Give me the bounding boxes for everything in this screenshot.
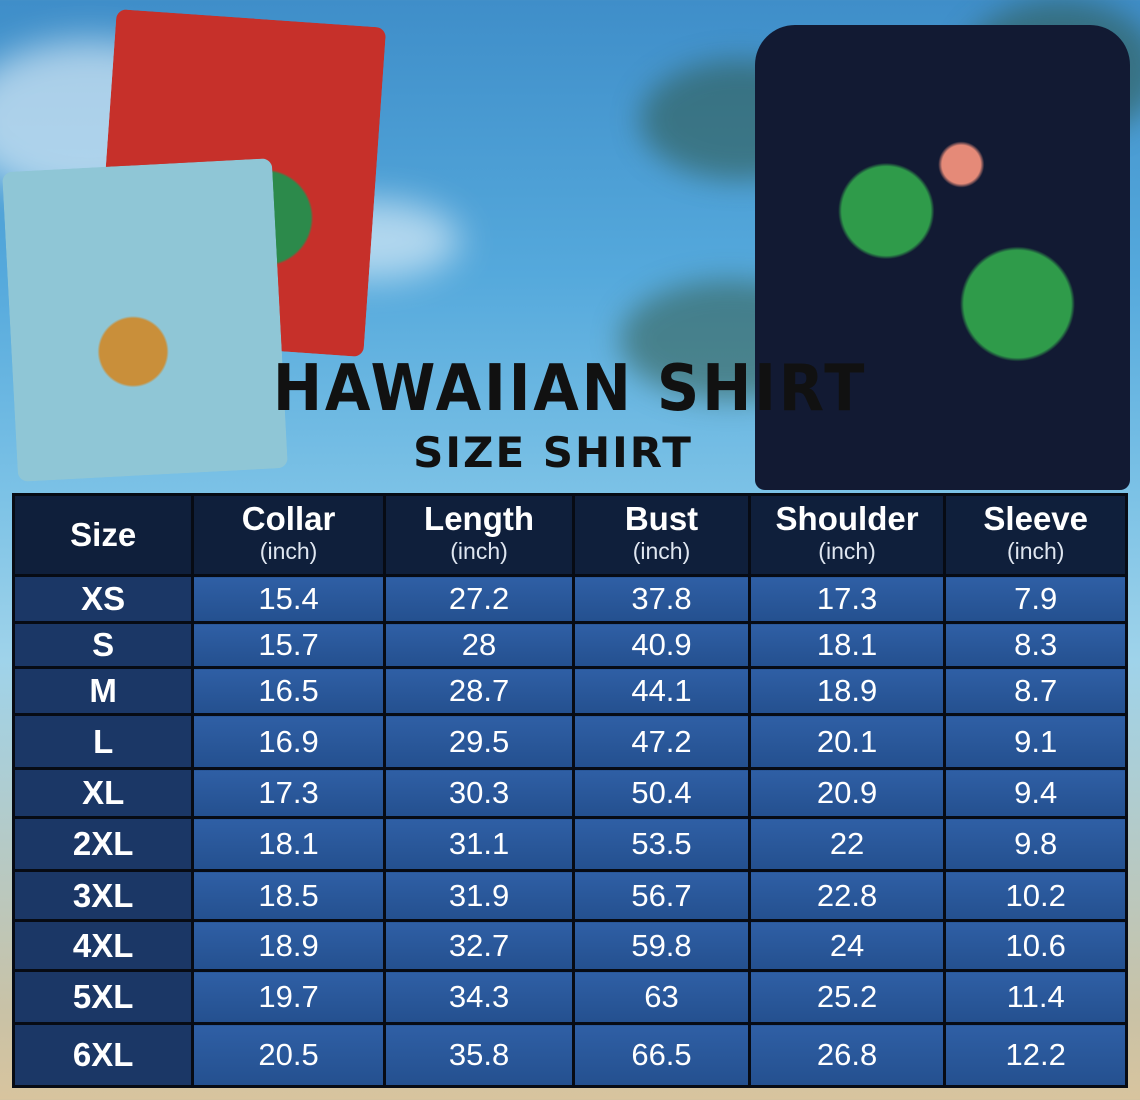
measurement-cell: 20.1 [747, 713, 947, 770]
measurement-cell: 40.9 [572, 621, 751, 669]
measurement-cell: 18.9 [191, 919, 386, 972]
header-label: Sleeve [983, 500, 1088, 537]
table-row: L 16.9 29.5 47.2 20.1 9.1 [11, 713, 1128, 770]
measurement-cell: 63 [572, 969, 751, 1025]
measurement-cell: 53.5 [572, 816, 751, 872]
measurement-cell: 16.5 [191, 666, 386, 716]
size-cell: 3XL [11, 869, 195, 922]
measurement-cell: 28 [382, 621, 576, 669]
measurement-cell: 47.2 [572, 713, 751, 770]
header-unit: (inch) [1006, 538, 1065, 564]
header-label: Size [70, 516, 137, 553]
column-header-shoulder: Shoulder (inch) [747, 493, 947, 577]
measurement-cell: 19.7 [191, 969, 386, 1025]
header-unit: (inch) [259, 538, 318, 564]
header-label: Shoulder [775, 500, 919, 537]
size-cell: XS [11, 574, 195, 624]
measurement-cell: 22 [747, 816, 947, 872]
measurement-cell: 8.3 [943, 621, 1128, 669]
model-flamingo-shirt-image [755, 25, 1130, 490]
table-row: 2XL 18.1 31.1 53.5 22 9.8 [11, 816, 1128, 872]
measurement-cell: 34.3 [382, 969, 576, 1025]
size-cell: 4XL [11, 919, 195, 972]
header-unit: (inch) [632, 538, 691, 564]
header-unit: (inch) [450, 538, 508, 564]
measurement-cell: 12.2 [943, 1022, 1128, 1088]
column-header-collar: Collar (inch) [191, 493, 386, 577]
measurement-cell: 15.7 [191, 621, 386, 669]
measurement-cell: 20.5 [191, 1022, 386, 1088]
measurement-cell: 32.7 [382, 919, 576, 972]
measurement-cell: 10.2 [943, 869, 1128, 922]
measurement-cell: 18.9 [747, 666, 947, 716]
measurement-cell: 9.1 [943, 713, 1128, 770]
measurement-cell: 8.7 [943, 666, 1128, 716]
header-label: Length [424, 500, 535, 537]
header-label: Collar [241, 500, 336, 537]
column-header-sleeve: Sleeve (inch) [943, 493, 1128, 577]
measurement-cell: 24 [747, 919, 947, 972]
measurement-cell: 9.4 [943, 767, 1128, 819]
measurement-cell: 16.9 [191, 713, 386, 770]
measurement-cell: 22.8 [747, 869, 947, 922]
measurement-cell: 17.3 [747, 574, 947, 624]
measurement-cell: 9.8 [943, 816, 1128, 872]
header-unit: (inch) [818, 538, 876, 564]
measurement-cell: 18.1 [747, 621, 947, 669]
measurement-cell: 37.8 [572, 574, 751, 624]
measurement-cell: 56.7 [572, 869, 751, 922]
size-cell: L [11, 713, 195, 770]
table-header-row: Size Collar (inch) Length (inch) Bust (inch) Sh… [11, 493, 1128, 577]
measurement-cell: 25.2 [747, 969, 947, 1025]
table-row: M 16.5 28.7 44.1 18.9 8.7 [11, 666, 1128, 716]
measurement-cell: 20.9 [747, 767, 947, 819]
measurement-cell: 18.1 [191, 816, 386, 872]
size-cell: S [11, 621, 195, 669]
table-row: 5XL 19.7 34.3 63 25.2 11.4 [11, 969, 1128, 1025]
column-header-size: Size [11, 493, 195, 577]
page-subtitle: SIZE SHIRT [413, 428, 693, 477]
size-cell: XL [11, 767, 195, 819]
measurement-cell: 28.7 [382, 666, 576, 716]
measurement-cell: 26.8 [747, 1022, 947, 1088]
table-row: XS 15.4 27.2 37.8 17.3 7.9 [11, 574, 1128, 624]
measurement-cell: 15.4 [191, 574, 386, 624]
column-header-length: Length (inch) [382, 493, 576, 577]
measurement-cell: 11.4 [943, 969, 1128, 1025]
size-chart-table: Size Collar (inch) Length (inch) Bust (inch) Sh… [11, 493, 1128, 1088]
measurement-cell: 17.3 [191, 767, 386, 819]
measurement-cell: 30.3 [382, 767, 576, 819]
measurement-cell: 7.9 [943, 574, 1128, 624]
table-row: S 15.7 28 40.9 18.1 8.3 [11, 621, 1128, 669]
measurement-cell: 10.6 [943, 919, 1128, 972]
measurement-cell: 50.4 [572, 767, 751, 819]
measurement-cell: 59.8 [572, 919, 751, 972]
table-row: 3XL 18.5 31.9 56.7 22.8 10.2 [11, 869, 1128, 922]
measurement-cell: 27.2 [382, 574, 576, 624]
table-row: 6XL 20.5 35.8 66.5 26.8 12.2 [11, 1022, 1128, 1088]
measurement-cell: 29.5 [382, 713, 576, 770]
measurement-cell: 44.1 [572, 666, 751, 716]
measurement-cell: 31.1 [382, 816, 576, 872]
size-cell: 6XL [11, 1022, 195, 1088]
page-title: HAWAIIAN SHIRT [272, 352, 868, 426]
measurement-cell: 18.5 [191, 869, 386, 922]
size-cell: M [11, 666, 195, 716]
table-row: 4XL 18.9 32.7 59.8 24 10.6 [11, 919, 1128, 972]
column-header-bust: Bust (inch) [572, 493, 751, 577]
header-label: Bust [624, 500, 699, 537]
measurement-cell: 66.5 [572, 1022, 751, 1088]
size-cell: 2XL [11, 816, 195, 872]
measurement-cell: 35.8 [382, 1022, 576, 1088]
measurement-cell: 31.9 [382, 869, 576, 922]
size-cell: 5XL [11, 969, 195, 1025]
table-row: XL 17.3 30.3 50.4 20.9 9.4 [11, 767, 1128, 819]
